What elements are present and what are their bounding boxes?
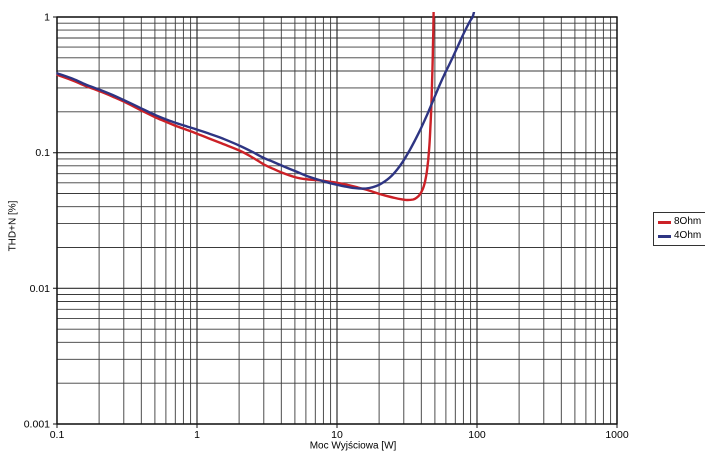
series-4ohm-line [56, 12, 476, 190]
y-tick-label: 0.01 [30, 283, 51, 295]
y-tick-label: 0.001 [24, 419, 50, 431]
legend-swatch-4ohm-line [658, 234, 671, 238]
legend-label-8ohm: 8Ohm [674, 216, 702, 227]
y-tick-label: 0.1 [35, 147, 50, 159]
y-tick-labels: 1 0.1 0.01 0.001 [24, 12, 50, 431]
x-tick-label: 1000 [605, 429, 629, 441]
x-tick-label: 100 [468, 429, 486, 441]
series-8ohm-line [56, 12, 435, 202]
x-tick-labels: 0.1 1 10 100 1000 [50, 429, 629, 441]
y-tick-label: 1 [44, 12, 50, 24]
x-tick-label: 10 [331, 429, 343, 441]
legend-swatch-8ohm-line [658, 220, 671, 224]
x-tick-label: 1 [194, 429, 200, 441]
legend-item-4ohm: 4Ohm [658, 230, 701, 242]
legend: 8Ohm 4Ohm [653, 212, 705, 246]
x-axis-title: Moc Wyjściowa [W] [309, 440, 397, 452]
y-axis-title: THD+N [%] [7, 200, 19, 252]
axis-ticks [53, 16, 618, 428]
legend-item-8ohm: 8Ohm [658, 216, 701, 228]
x-tick-label: 0.1 [50, 429, 65, 441]
legend-label-4ohm: 4Ohm [674, 230, 702, 241]
